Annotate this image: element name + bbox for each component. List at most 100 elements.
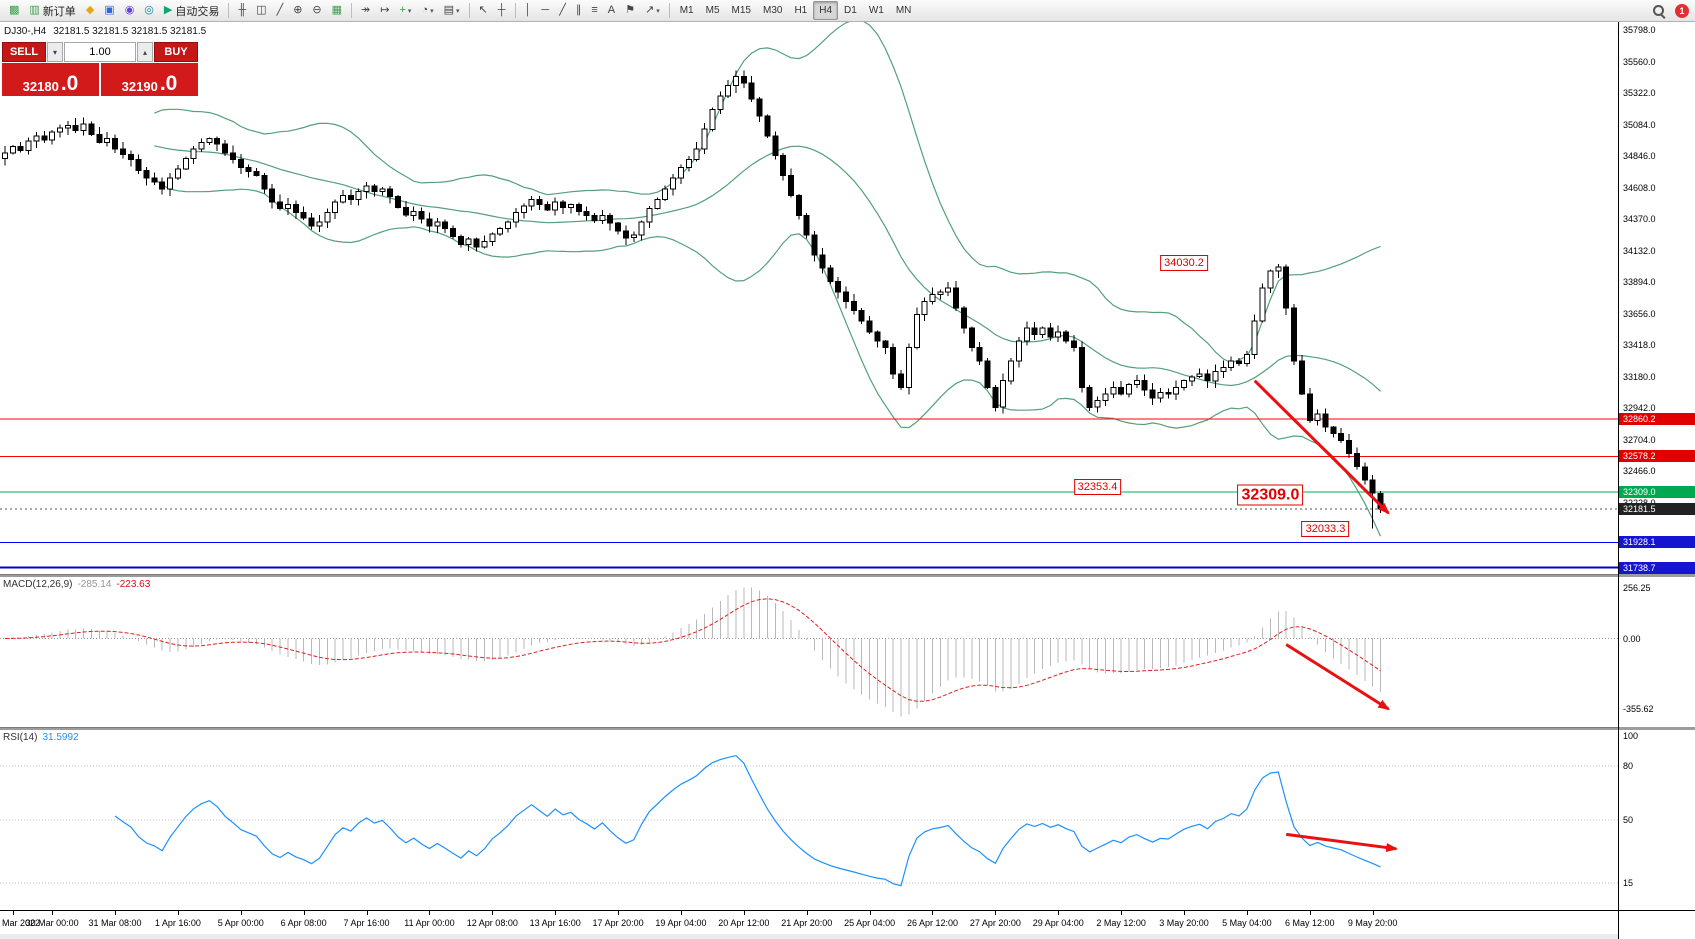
chart-window-button[interactable]: ▩ [5, 1, 23, 21]
panel-splitter[interactable] [0, 574, 1618, 577]
templates-dropdown-icon[interactable]: ▾ [456, 7, 460, 15]
time-tick [1372, 911, 1374, 915]
indicators-list-dropdown-icon[interactable]: ▾ [407, 7, 412, 15]
trend-arrow[interactable] [1285, 643, 1391, 711]
time-tick [1246, 911, 1248, 915]
volume-decrease-button[interactable]: ▾ [47, 42, 63, 62]
mql5-community-button[interactable]: ◉ [121, 1, 139, 21]
rsi-axis[interactable]: 100 80 50 15 [1619, 730, 1695, 910]
web-terminal-icon: ▣ [104, 4, 115, 16]
templates-button[interactable]: ▤ ▾ [440, 1, 464, 21]
text-tool-button[interactable]: A [604, 1, 619, 21]
channel-tool-icon: ∥ [575, 4, 582, 16]
bar-chart-mode-icon: ╫ [238, 4, 247, 16]
time-tick [1184, 911, 1185, 915]
crosshair-button[interactable]: ┼ [494, 1, 510, 21]
candlestick-mode-button[interactable]: ◫ [252, 1, 270, 21]
price-annotation[interactable]: 32309.0 [1237, 484, 1304, 506]
macd-panel[interactable]: MACD(12,26,9) -285.14 -223.63 [0, 577, 1618, 727]
timeframe-h4-button[interactable]: H4 [813, 1, 839, 20]
timeframe-h1-button[interactable]: H1 [794, 5, 808, 16]
price-axis-main[interactable]: 35798.0 35560.0 35322.0 35084.0 34846.0 34608… [1619, 22, 1695, 574]
deposit-funds-button[interactable]: ◆ [82, 1, 98, 21]
price-axis[interactable]: 35798.0 35560.0 35322.0 35084.0 34846.0 34608… [1618, 22, 1695, 939]
periods-icon: ◔ [421, 4, 429, 16]
macd-canvas[interactable] [0, 577, 1618, 727]
bollinger-bands[interactable] [153, 22, 1382, 537]
fibonacci-tool-button[interactable]: ≡ [587, 1, 601, 21]
volume-increase-button[interactable]: ▴ [137, 42, 153, 62]
search-icon[interactable] [1653, 4, 1666, 18]
vertical-line-tool-button[interactable]: │ [521, 1, 536, 21]
shapes-tool-button[interactable]: ↗ ▾ [641, 1, 664, 21]
trend-arrow[interactable] [1253, 379, 1390, 515]
time-axis[interactable]: Mar 2022 30 Mar 00:00 31 Mar 08:00 1 Apr 16… [0, 910, 1618, 934]
chart-shift-button[interactable]: ↦ [376, 1, 393, 21]
chart-shift-icon: ↦ [380, 4, 390, 16]
trendline-tool-button[interactable]: ╱ [555, 1, 570, 21]
price-annotation[interactable]: 34030.2 [1160, 254, 1208, 271]
new-order-button[interactable]: ▥ 新订单 [25, 1, 79, 21]
chart-window-icon: ▩ [9, 4, 20, 16]
time-label: 27 Apr 20:00 [969, 918, 1021, 928]
toolbar-separator [468, 3, 470, 18]
rsi-canvas[interactable] [0, 730, 1618, 910]
cursor-button[interactable]: ↖ [475, 1, 492, 21]
timeframe-m30-button[interactable]: M30 [762, 5, 783, 16]
periods-button[interactable]: ◔ ▾ [417, 1, 437, 21]
signals-icon: ◎ [144, 4, 154, 16]
line-chart-mode-button[interactable]: ╱ [273, 1, 288, 21]
price-chart-canvas[interactable] [0, 22, 1618, 574]
zoom-in-button[interactable]: ⊕ [289, 1, 306, 21]
shapes-tool-dropdown-icon[interactable]: ▾ [656, 7, 660, 15]
axis-splitter [1619, 574, 1695, 577]
price-badge: 31738.7 [1619, 561, 1695, 574]
time-label: 20 Apr 12:00 [718, 918, 770, 928]
price-annotation[interactable]: 32353.4 [1073, 478, 1122, 495]
buy-price[interactable]: 32190.0 [101, 63, 198, 96]
tile-windows-button[interactable]: ▦ [328, 1, 346, 21]
timeframe-m5-button[interactable]: M5 [705, 5, 720, 16]
notification-badge[interactable]: 1 [1675, 4, 1689, 18]
macd-axis[interactable]: 256.25 0.00 -355.62 [1619, 577, 1695, 727]
timeframe-w1-button[interactable]: W1 [868, 5, 884, 16]
autotrading-button[interactable]: ▶ 自动交易 [160, 1, 223, 21]
new-order-icon: ▥ [29, 4, 40, 16]
price-annotation[interactable]: 32033.3 [1301, 521, 1350, 538]
sell-button[interactable]: SELL [2, 42, 46, 62]
price-tick: 34132.0 [1623, 245, 1656, 256]
volume-input[interactable] [64, 42, 136, 62]
time-label: 9 May 20:00 [1347, 918, 1398, 928]
indicators-list-button[interactable]: + ▾ [395, 1, 415, 21]
timeframe-m15-button[interactable]: M15 [731, 5, 751, 16]
auto-scroll-button[interactable]: ↠ [357, 1, 374, 21]
price-badge: 32578.2 [1619, 450, 1695, 463]
time-label: 26 Apr 12:00 [906, 918, 958, 928]
signals-button[interactable]: ◎ [140, 1, 158, 21]
trend-arrow[interactable] [1286, 832, 1399, 852]
panel-splitter[interactable] [0, 727, 1618, 730]
price-badge: 32860.2 [1619, 413, 1695, 426]
line-chart-mode-icon: ╱ [276, 4, 284, 16]
price-chart-panel[interactable]: DJ30-,H4 32181.5 32181.5 32181.5 32181.5 … [0, 22, 1618, 574]
timeframe-mn-button[interactable]: MN [895, 5, 912, 16]
time-label: 29 Apr 04:00 [1032, 918, 1084, 928]
buy-button[interactable]: BUY [154, 42, 198, 62]
rsi-panel[interactable]: RSI(14) 31.5992 [0, 730, 1618, 910]
candles[interactable] [2, 70, 1384, 529]
sell-price[interactable]: 32180.0 [2, 63, 99, 96]
zoom-out-button[interactable]: ⊖ [308, 1, 325, 21]
timeframe-m1-button[interactable]: M1 [679, 5, 694, 16]
chart-ohlc-values: 32181.5 32181.5 32181.5 32181.5 [53, 26, 207, 37]
bottom-strip [0, 934, 1618, 939]
horizontal-line-tool-button[interactable]: ─ [537, 1, 553, 21]
macd-signal-value: -223.63 [116, 579, 151, 590]
bar-chart-mode-button[interactable]: ╫ [234, 1, 250, 21]
channel-tool-button[interactable]: ∥ [572, 1, 586, 21]
periods-dropdown-icon[interactable]: ▾ [430, 7, 434, 15]
label-tool-button[interactable]: ⚑ [621, 1, 639, 21]
new-order-label: 新订单 [42, 5, 76, 18]
time-tick [555, 911, 557, 915]
web-terminal-button[interactable]: ▣ [100, 1, 118, 21]
timeframe-d1-button[interactable]: D1 [844, 5, 857, 16]
